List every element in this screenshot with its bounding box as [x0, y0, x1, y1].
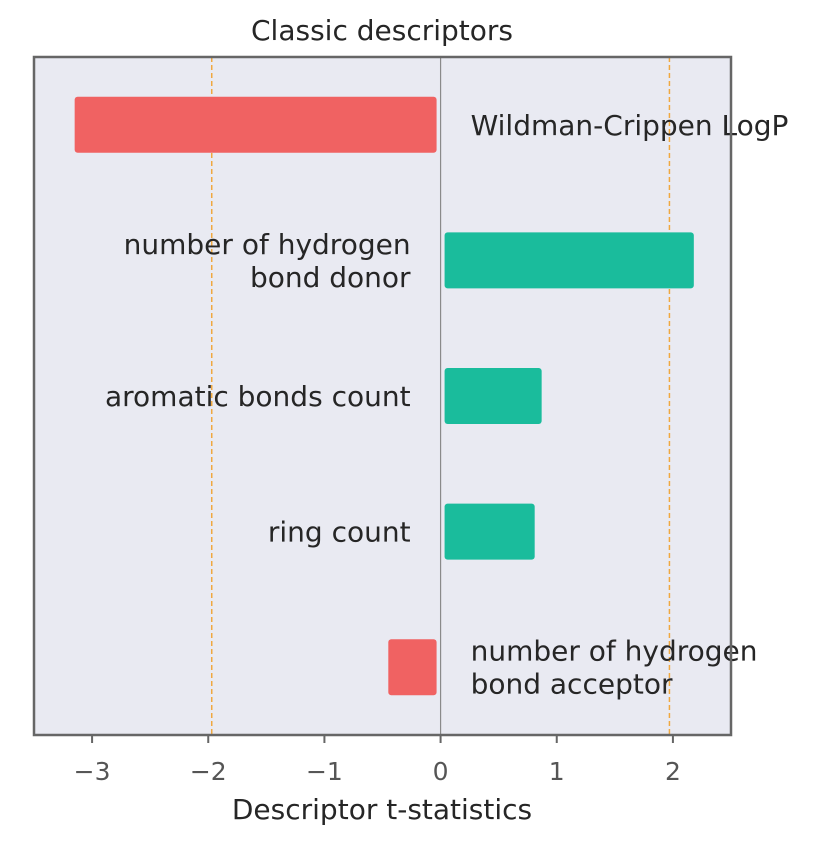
x-tick-label: 1 — [549, 757, 565, 786]
bar — [444, 232, 694, 289]
bar — [388, 639, 437, 696]
x-tick-label: −1 — [306, 757, 343, 786]
bar-label: aromatic bonds count — [105, 380, 411, 413]
x-tick-label: 2 — [665, 757, 681, 786]
bar-label: number of hydrogen bond donor — [124, 228, 411, 294]
bar-label: number of hydrogen bond acceptor — [471, 635, 758, 701]
x-tick-label: −2 — [190, 757, 227, 786]
x-tick-label: 0 — [433, 757, 449, 786]
x-axis-label: Descriptor t-statistics — [232, 793, 532, 826]
bar-label: ring count — [268, 516, 411, 549]
plot-background — [34, 57, 731, 735]
chart-title: Classic descriptors — [251, 14, 513, 47]
bar — [444, 503, 535, 560]
bar-label: Wildman-Crippen LogP — [471, 109, 789, 142]
x-tick-label: −3 — [74, 757, 111, 786]
bar — [444, 368, 542, 424]
plot-frame — [32, 55, 733, 737]
bar — [74, 96, 437, 153]
